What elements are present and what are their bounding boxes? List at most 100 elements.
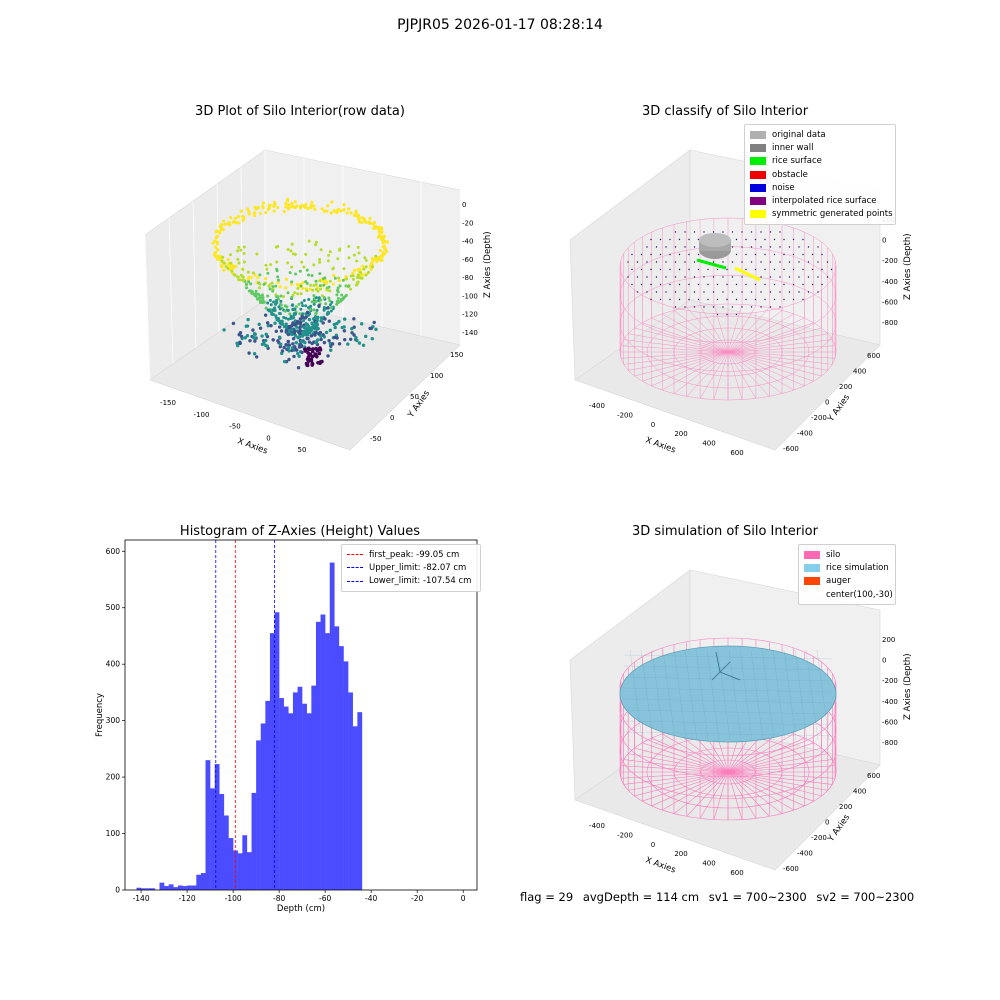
hist-bar	[302, 703, 307, 890]
hist-bar	[306, 713, 312, 890]
sim-xtick-label: 400	[702, 860, 715, 868]
classify-legend-label: interpolated rice surface	[772, 196, 877, 207]
simulation-legend-swatch	[804, 550, 820, 559]
figure-title: PJPJR05 2026-01-17 08:28:14	[397, 17, 603, 33]
hist-bar	[343, 661, 349, 890]
hist-ylabel: Frequency	[95, 693, 105, 737]
classify-ytick-label: 400	[853, 368, 866, 376]
sim-ylabel: Y Axies	[826, 812, 853, 844]
classify-ztick-label: 0	[882, 237, 886, 245]
classify-legend-label: noise	[772, 182, 795, 193]
hist-bar	[210, 788, 215, 890]
raw-xtick-label: -150	[160, 399, 176, 407]
hist-bar	[228, 838, 234, 890]
hist-bar	[177, 885, 183, 890]
hist-bar	[334, 626, 340, 890]
sim-xtick-label: -200	[617, 831, 633, 839]
status-avg-depth: avgDepth = 114 cm	[582, 890, 700, 904]
hist-bar	[182, 886, 188, 890]
inner-wall-top	[699, 233, 731, 247]
simulation-legend-swatch	[804, 563, 820, 572]
hist-ytick-label: 300	[106, 716, 121, 725]
classify-ztick-label: -600	[882, 298, 898, 306]
hist-frame	[124, 539, 478, 891]
rice-surface-mark	[696, 258, 727, 270]
hist-bar	[223, 815, 229, 890]
simulation-legend-label: rice simulation	[826, 562, 889, 573]
auger-mark	[711, 651, 741, 681]
classify-legend-swatch	[750, 170, 766, 179]
sim-xtick-label: -400	[589, 822, 605, 830]
hist-ytick-label: 0	[115, 886, 120, 895]
sim-xlabel: X Axies	[644, 855, 677, 875]
classify-ytick-label: 0	[825, 399, 829, 407]
sim-xtick-label: 600	[730, 869, 743, 877]
raw-xtick-label: -50	[229, 423, 240, 431]
hist-bar	[150, 888, 156, 890]
sim-xtick-label: 0	[651, 841, 655, 849]
classify-legend: original data inner wall rice surface obsta…	[744, 124, 896, 226]
hist-bar	[214, 764, 220, 890]
hist-legend-label: Lower_limit: -107.54 cm	[369, 576, 472, 587]
hist-bar	[187, 885, 192, 890]
classify-ytick-label: 600	[867, 352, 880, 360]
hist-bar	[274, 612, 280, 890]
hist-bar	[145, 888, 151, 890]
raw-ytick-label: 0	[390, 414, 394, 422]
hist-bar	[164, 886, 169, 890]
hist-xtick-label: 0	[461, 894, 466, 903]
hist-xtick-label: -80	[273, 894, 285, 903]
raw-ytick-label: 150	[450, 351, 463, 359]
sim-zlabel: Z Axies (Depth)	[903, 653, 913, 720]
classify-xtick-label: 400	[702, 440, 715, 448]
classify-xtick-label: -200	[617, 411, 633, 419]
hist-bar	[256, 740, 261, 890]
hist-title: Histogram of Z-Axies (Height) Values	[179, 524, 421, 539]
hist-legend-swatch	[347, 554, 363, 556]
hist-legend-entry: Upper_limit: -82.07 cm	[347, 561, 475, 574]
classify-legend-label: rice surface	[772, 156, 822, 167]
raw-3d-plot: -150 -100 -50 0 50 -50 0 50 100 150 0 -20 -40 -60 -80 -…	[144, 149, 493, 457]
hist-bar	[196, 874, 202, 890]
raw-xtick-label: 50	[298, 446, 307, 454]
raw-ztick-label: -40	[462, 238, 473, 246]
raw-ytick-label: -50	[370, 435, 381, 443]
hist-bar	[283, 706, 289, 890]
hist-bar	[219, 794, 225, 890]
hist-legend-label: Upper_limit: -82.07 cm	[369, 562, 467, 573]
classify-legend-swatch	[750, 143, 766, 152]
hist-bar	[173, 887, 179, 890]
simulation-legend-entry: center(100,-30)	[804, 588, 893, 601]
raw-ztick-label: -100	[462, 292, 478, 300]
classify-legend-entry: interpolated rice surface	[750, 194, 890, 207]
simulation-legend-label: center(100,-30)	[826, 589, 893, 600]
sim-ztick-label: 0	[882, 657, 886, 665]
sim-ztick-label: -200	[882, 677, 898, 685]
classify-ytick-label: -400	[797, 430, 813, 438]
classify-legend-entry: inner wall	[750, 141, 890, 154]
hist-bar	[269, 633, 275, 890]
sim-plot-title: 3D simulation of Silo Interior	[632, 524, 818, 539]
classify-legend-entry: rice surface	[750, 155, 890, 168]
classify-xtick-label: -400	[589, 402, 605, 410]
hist-bar	[297, 686, 303, 890]
hist-bar	[237, 853, 243, 890]
sim-ytick-label: 600	[867, 772, 880, 780]
hist-bar	[200, 873, 206, 890]
classify-legend-label: inner wall	[772, 142, 814, 153]
status-flag: flag = 29	[520, 890, 574, 904]
classify-ytick-label: -600	[783, 445, 799, 453]
classify-xtick-label: 600	[730, 449, 743, 457]
classify-legend-entry: obstacle	[750, 168, 890, 181]
classify-legend-swatch	[750, 183, 766, 192]
hist-bar	[357, 712, 363, 890]
classify-ytick-label: 200	[839, 383, 852, 391]
hist-legend-swatch	[347, 567, 363, 569]
hist-xtick-label: -140	[133, 894, 150, 903]
simulation-legend-entry: silo	[804, 548, 890, 561]
hist-bar	[338, 646, 344, 890]
hist-bar	[265, 700, 271, 890]
hist-bar	[260, 723, 266, 890]
raw-ztick-label: -60	[462, 256, 473, 264]
